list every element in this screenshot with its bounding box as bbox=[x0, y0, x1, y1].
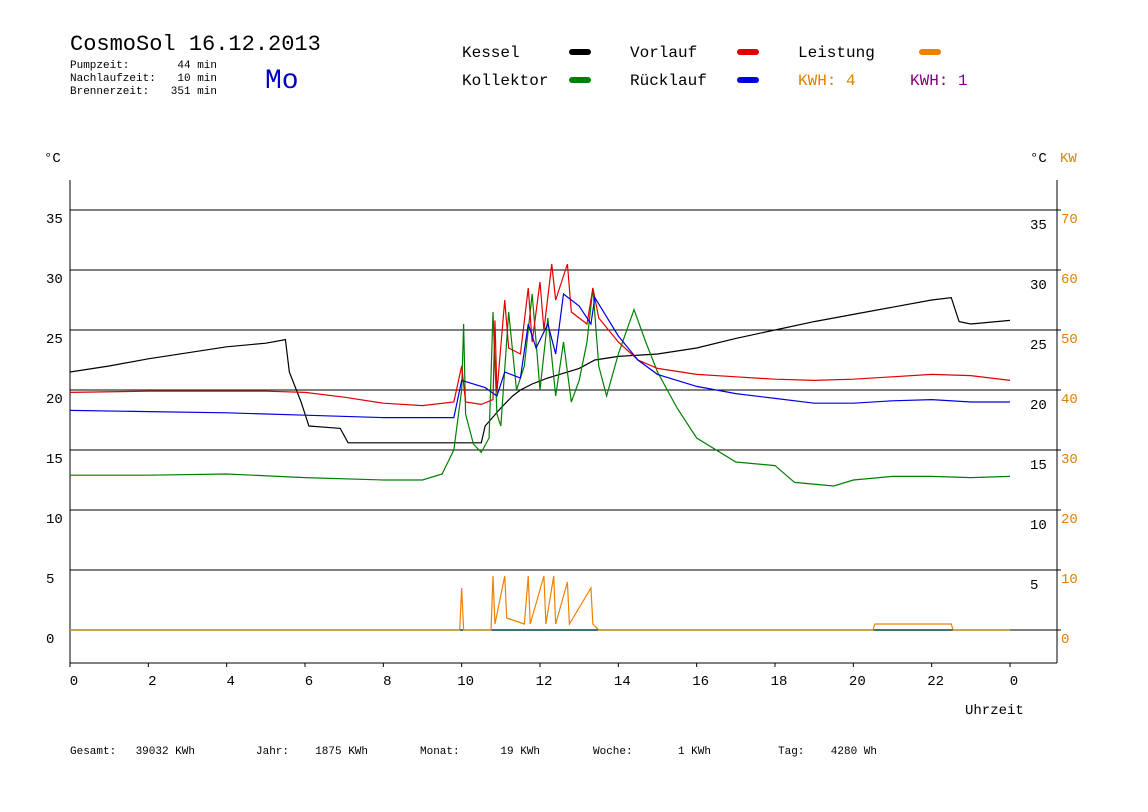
footer-value: 1875 KWh bbox=[315, 746, 368, 758]
legend-label: Leistung bbox=[798, 44, 875, 62]
x-tick-label: 14 bbox=[614, 674, 631, 690]
y-tick-label: 10 bbox=[46, 512, 63, 528]
stat-value: 44 min bbox=[177, 60, 217, 72]
stat-label: Nachlaufzeit: bbox=[70, 73, 156, 85]
y-axis-label: °C bbox=[44, 151, 61, 167]
x-tick-label: 18 bbox=[771, 674, 788, 690]
series-line bbox=[70, 575, 1010, 631]
footer-label: Tag: bbox=[778, 746, 804, 758]
legend-label: Kessel bbox=[462, 44, 520, 62]
series-line bbox=[69, 263, 1011, 407]
footer-value: 4280 Wh bbox=[831, 746, 877, 758]
x-tick-label: 0 bbox=[70, 674, 78, 690]
x-tick-label: 12 bbox=[536, 674, 553, 690]
y-right-tick-label: 5 bbox=[1030, 578, 1038, 594]
stat-label: Brennerzeit: bbox=[70, 86, 149, 98]
x-axis-label: Uhrzeit bbox=[965, 703, 1024, 719]
y-tick-label: 25 bbox=[46, 332, 63, 348]
y-tick-label: 5 bbox=[46, 572, 54, 588]
x-tick-label: 22 bbox=[927, 674, 944, 690]
y2-axis-label: °C bbox=[1030, 151, 1047, 167]
footer-value: 39032 KWh bbox=[136, 746, 195, 758]
series-line bbox=[69, 296, 1011, 444]
y2-tick-label: 0 bbox=[1061, 632, 1069, 648]
legend-label: Rücklauf bbox=[630, 72, 707, 90]
x-tick-label: 10 bbox=[457, 674, 474, 690]
stat-value: 10 min bbox=[177, 73, 217, 85]
y2-tick-label: 70 bbox=[1061, 212, 1078, 228]
x-tick-label: 4 bbox=[226, 674, 234, 690]
y2-tick-label: 40 bbox=[1061, 392, 1078, 408]
y2-tick-label: 60 bbox=[1061, 272, 1078, 288]
y-tick-label: 15 bbox=[46, 452, 63, 468]
y2-tick-label: 30 bbox=[1061, 452, 1078, 468]
kwh-label: KWH: 4 bbox=[798, 72, 856, 90]
day-label: Mo bbox=[265, 66, 299, 97]
y2-tick-label: 10 bbox=[1061, 572, 1078, 588]
y-right-tick-label: 15 bbox=[1030, 458, 1047, 474]
x-tick-label: 6 bbox=[305, 674, 313, 690]
stat-label: Pumpzeit: bbox=[70, 60, 129, 72]
y-right-tick-label: 10 bbox=[1030, 518, 1047, 534]
y2-tick-label: 50 bbox=[1061, 332, 1078, 348]
footer-label: Gesamt: bbox=[70, 746, 116, 758]
x-tick-label: 2 bbox=[148, 674, 156, 690]
x-tick-label: 16 bbox=[692, 674, 709, 690]
x-tick-label: 0 bbox=[1010, 674, 1018, 690]
series-line bbox=[69, 292, 1010, 419]
y2-tick-label: 20 bbox=[1061, 512, 1078, 528]
y2-unit-label: KW bbox=[1060, 151, 1077, 167]
y-tick-label: 0 bbox=[46, 632, 54, 648]
y-right-tick-label: 25 bbox=[1030, 338, 1047, 354]
kwh-label: KWH: 1 bbox=[910, 72, 968, 90]
chart-title: CosmoSol 16.12.2013 bbox=[70, 32, 321, 57]
footer-label: Jahr: bbox=[256, 746, 289, 758]
stat-value: 351 min bbox=[171, 86, 217, 98]
legend-label: Kollektor bbox=[462, 72, 548, 90]
y-tick-label: 20 bbox=[46, 392, 63, 408]
footer-label: Woche: bbox=[593, 746, 633, 758]
legend-label: Vorlauf bbox=[630, 44, 697, 62]
y-right-tick-label: 30 bbox=[1030, 278, 1047, 294]
x-tick-label: 20 bbox=[849, 674, 866, 690]
footer-label: Monat: bbox=[420, 746, 460, 758]
y-right-tick-label: 35 bbox=[1030, 218, 1047, 234]
footer-value: 1 KWh bbox=[678, 746, 711, 758]
y-tick-label: 35 bbox=[46, 212, 63, 228]
x-tick-label: 8 bbox=[383, 674, 391, 690]
series-line bbox=[70, 287, 1011, 487]
y-tick-label: 30 bbox=[46, 272, 63, 288]
footer-value: 19 KWh bbox=[500, 746, 540, 758]
y-right-tick-label: 20 bbox=[1030, 398, 1047, 414]
